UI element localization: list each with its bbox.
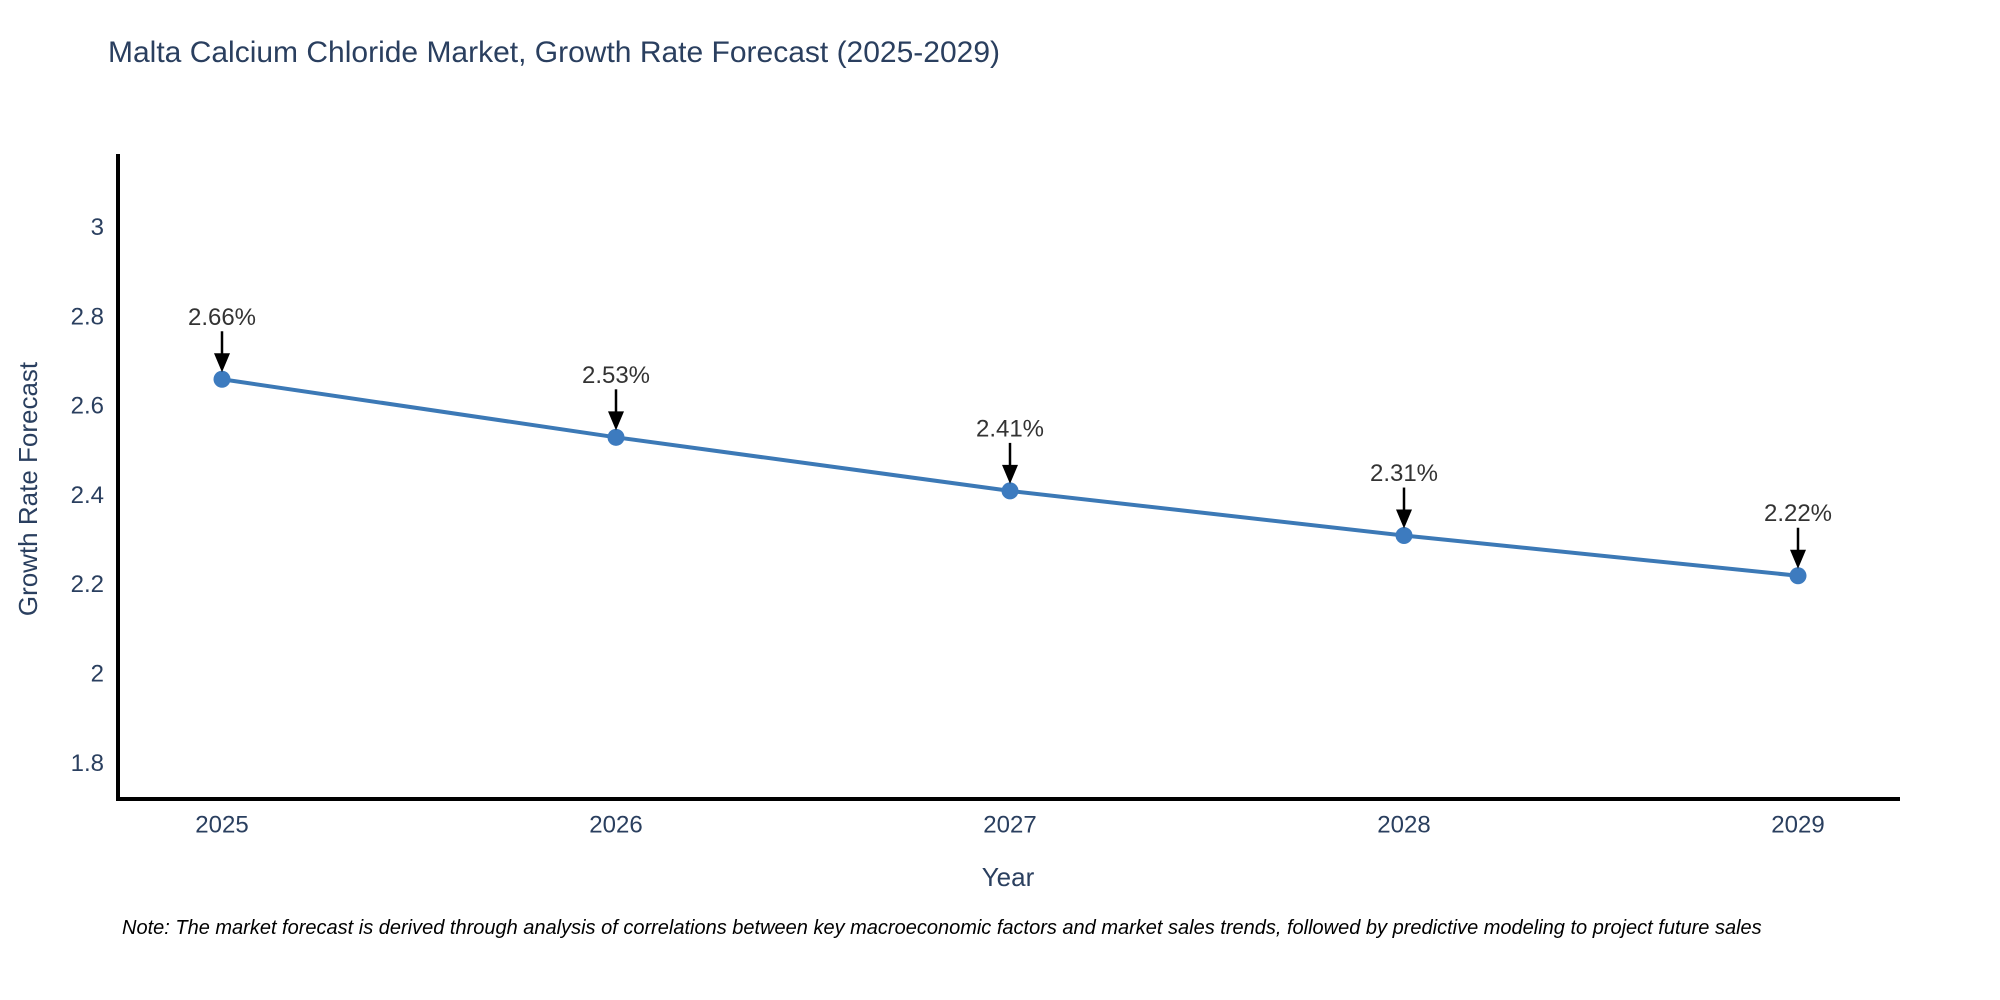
- x-tick-label: 2026: [589, 812, 642, 839]
- y-tick-label: 1.8: [71, 750, 104, 777]
- annotation-label: 2.66%: [188, 304, 256, 331]
- x-tick-label: 2027: [983, 812, 1036, 839]
- annotation-arrowhead-icon: [214, 353, 230, 373]
- y-tick-label: 3: [91, 214, 104, 241]
- y-tick-label: 2.4: [71, 482, 104, 509]
- chart-title: Malta Calcium Chloride Market, Growth Ra…: [108, 36, 1001, 69]
- annotation-arrowhead-icon: [1396, 509, 1412, 529]
- x-axis-title: Year: [982, 862, 1035, 892]
- annotation-label: 2.22%: [1764, 500, 1832, 527]
- data-point-marker[interactable]: [1001, 482, 1019, 500]
- annotation-arrowhead-icon: [1790, 549, 1806, 569]
- annotation-arrowhead-icon: [608, 411, 624, 431]
- x-tick-label: 2028: [1377, 812, 1430, 839]
- annotation-label: 2.41%: [976, 415, 1044, 442]
- y-tick-label: 2: [91, 660, 104, 687]
- annotation-arrowhead-icon: [1002, 464, 1018, 484]
- footnote: Note: The market forecast is derived thr…: [122, 917, 1762, 939]
- x-tick-label: 2029: [1771, 812, 1824, 839]
- data-point-marker[interactable]: [607, 428, 625, 446]
- x-tick-label: 2025: [195, 812, 248, 839]
- data-point-marker[interactable]: [1789, 567, 1807, 585]
- y-axis-title: Growth Rate Forecast: [13, 361, 43, 616]
- y-tick-label: 2.6: [71, 393, 104, 420]
- y-tick-label: 2.2: [71, 571, 104, 598]
- annotation-label: 2.31%: [1370, 460, 1438, 487]
- annotation-label: 2.53%: [582, 362, 650, 389]
- data-point-marker[interactable]: [213, 370, 231, 388]
- data-point-marker[interactable]: [1395, 527, 1413, 545]
- y-tick-label: 2.8: [71, 303, 104, 330]
